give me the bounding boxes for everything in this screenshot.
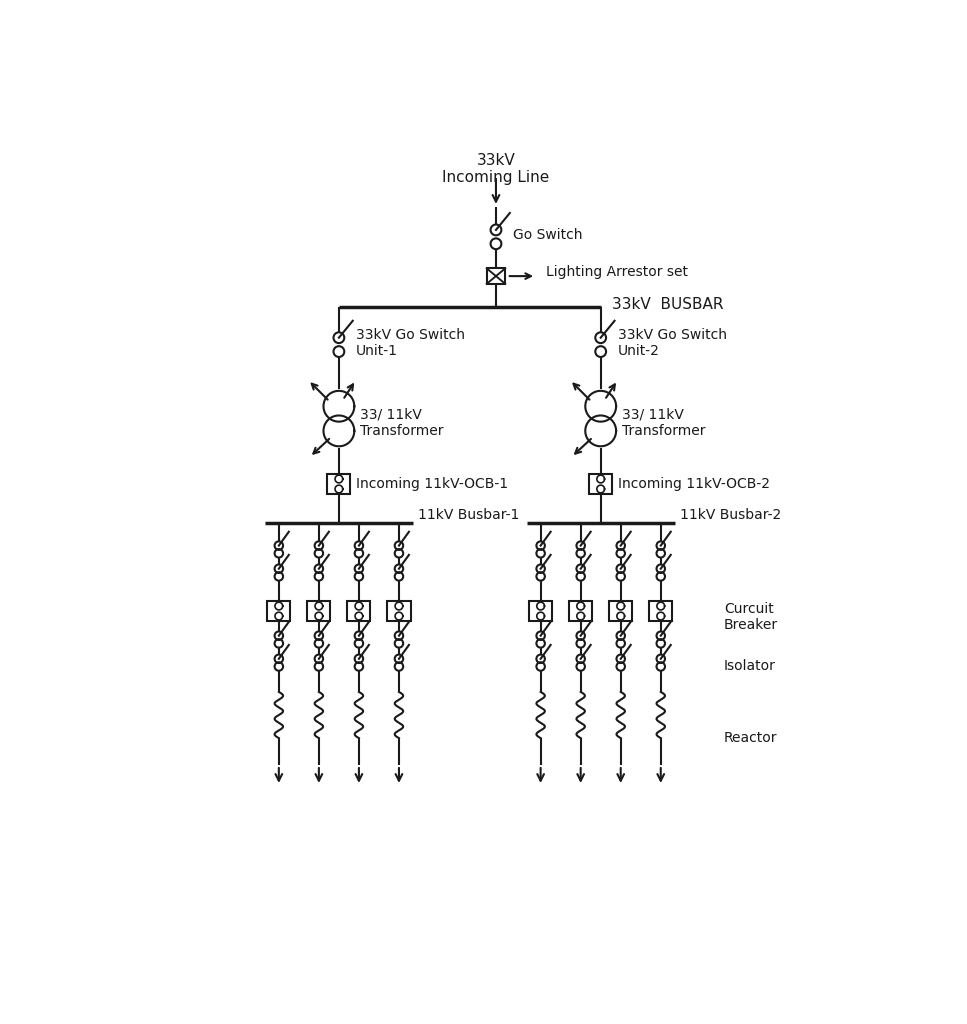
Text: 33/ 11kV
Transformer: 33/ 11kV Transformer (361, 408, 444, 437)
Bar (267, 601, 290, 621)
Text: 33kV  BUSBAR: 33kV BUSBAR (612, 297, 723, 312)
Bar (589, 474, 612, 494)
Text: Incoming 11kV-OCB-1: Incoming 11kV-OCB-1 (356, 477, 508, 492)
Bar (388, 601, 411, 621)
Bar (347, 601, 370, 621)
Bar (486, 268, 505, 284)
Bar (328, 474, 350, 494)
Text: 33kV Go Switch
Unit-1: 33kV Go Switch Unit-1 (356, 328, 465, 358)
Bar (649, 601, 672, 621)
Text: 33/ 11kV
Transformer: 33/ 11kV Transformer (622, 408, 706, 437)
Text: Isolator: Isolator (724, 659, 776, 674)
Text: Reactor: Reactor (724, 731, 777, 745)
Text: 11kV Busbar-1: 11kV Busbar-1 (418, 508, 519, 522)
Text: 33kV Go Switch
Unit-2: 33kV Go Switch Unit-2 (618, 328, 726, 358)
Text: Curcuit
Breaker: Curcuit Breaker (724, 602, 778, 633)
Bar (609, 601, 632, 621)
Bar (570, 601, 592, 621)
Bar (308, 601, 331, 621)
Bar (529, 601, 552, 621)
Text: Go Switch: Go Switch (513, 228, 582, 243)
Text: Incoming 11kV-OCB-2: Incoming 11kV-OCB-2 (618, 477, 770, 492)
Text: 11kV Busbar-2: 11kV Busbar-2 (680, 508, 781, 522)
Text: 33kV
Incoming Line: 33kV Incoming Line (442, 153, 549, 185)
Text: Lighting Arrestor set: Lighting Arrestor set (546, 265, 689, 280)
